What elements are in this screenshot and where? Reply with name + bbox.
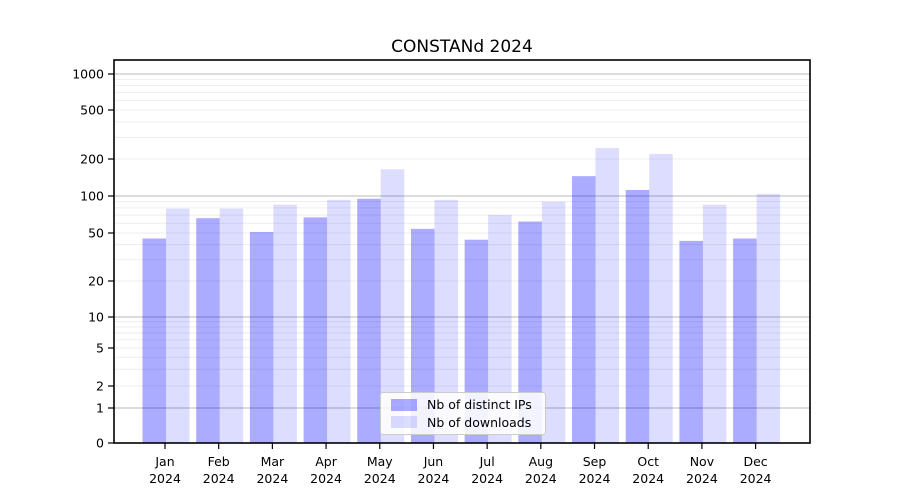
x-tick-label-month: Dec	[743, 454, 767, 469]
y-tick-label: 0	[96, 436, 104, 451]
x-tick-label-year: 2024	[632, 471, 664, 486]
bar-distinct-ips-feb	[196, 218, 220, 443]
y-tick-label: 5	[96, 341, 104, 356]
bar-distinct-ips-nov	[679, 240, 703, 443]
bar-downloads-dec	[756, 193, 781, 443]
x-tick-label-month: Apr	[315, 454, 337, 469]
legend-swatch-distinct-ips	[391, 398, 417, 411]
legend-label-distinct-ips: Nb of distinct IPs	[427, 397, 532, 413]
legend-item-distinct-ips: Nb of distinct IPs	[391, 397, 535, 412]
legend-swatch-downloads	[391, 416, 417, 429]
bar-distinct-ips-jan	[142, 238, 166, 443]
x-tick-label-year: 2024	[149, 471, 181, 486]
x-tick-label-year: 2024	[203, 471, 235, 486]
tick-labels: 0 1 2 5 10 20 50 100 200 500 1000 Jan 2024 Feb 2024 Mar…	[72, 67, 771, 487]
x-tick-label-year: 2024	[579, 471, 611, 486]
x-tick-label-month: Jul	[479, 454, 495, 469]
x-tick-label-month: Jun	[423, 454, 444, 469]
x-tick-label-year: 2024	[364, 471, 396, 486]
bar-distinct-ips-oct	[625, 189, 650, 443]
y-tick-label: 10	[88, 310, 104, 325]
x-tick-label-month: Oct	[637, 454, 659, 469]
bar-downloads-sep	[595, 148, 620, 443]
bar-downloads-oct	[649, 153, 673, 444]
x-tick-label-month: Aug	[529, 454, 553, 469]
bar-distinct-ips-apr	[303, 217, 328, 443]
y-tick-label: 1000	[72, 67, 104, 82]
bar-distinct-ips-jun	[410, 228, 435, 443]
y-tick-label: 50	[88, 226, 104, 241]
bar-downloads-jan	[166, 208, 190, 443]
axes	[108, 59, 811, 449]
bar-distinct-ips-sep	[572, 176, 596, 443]
bar-distinct-ips-mar	[249, 231, 274, 443]
x-tick-label-month: Jan	[154, 454, 174, 469]
y-tick-label: 2	[96, 379, 104, 394]
legend-item-downloads: Nb of downloads	[391, 415, 535, 430]
legend-label-downloads: Nb of downloads	[427, 414, 532, 430]
y-tick-label: 200	[80, 152, 104, 167]
x-tick-label-year: 2024	[686, 471, 718, 486]
bar-downloads-jul	[488, 215, 512, 443]
x-tick-label-month: Feb	[208, 454, 230, 469]
x-tick-label-month: Mar	[261, 454, 285, 469]
bar-downloads-feb	[219, 208, 244, 443]
x-tick-label-month: Sep	[583, 454, 607, 469]
y-tick-label: 100	[80, 189, 104, 204]
bar-downloads-apr	[327, 199, 351, 443]
x-tick-label-month: May	[367, 454, 393, 469]
bar-distinct-ips-may	[357, 198, 381, 443]
bar-distinct-ips-dec	[733, 238, 757, 443]
plot-border	[113, 59, 811, 444]
bar-downloads-may	[380, 169, 405, 444]
bar-downloads-mar	[273, 204, 297, 443]
bars	[142, 148, 781, 444]
chart-title: CONSTANd 2024	[391, 37, 533, 57]
x-tick-label-year: 2024	[256, 471, 288, 486]
bar-distinct-ips-aug	[518, 221, 542, 443]
y-tick-label: 20	[88, 274, 104, 289]
bar-downloads-aug	[541, 201, 566, 443]
legend: Nb of distinct IPs Nb of downloads	[380, 392, 546, 435]
y-tick-label: 500	[80, 103, 104, 118]
x-tick-label-month: Nov	[690, 454, 715, 469]
x-tick-label-year: 2024	[740, 471, 772, 486]
x-tick-label-year: 2024	[418, 471, 450, 486]
x-tick-label-year: 2024	[525, 471, 557, 486]
bar-downloads-jun	[434, 199, 458, 443]
gridlines	[114, 73, 810, 409]
x-tick-label-year: 2024	[471, 471, 503, 486]
bar-downloads-nov	[702, 204, 727, 443]
y-tick-label: 1	[96, 401, 104, 416]
x-tick-label-year: 2024	[310, 471, 342, 486]
